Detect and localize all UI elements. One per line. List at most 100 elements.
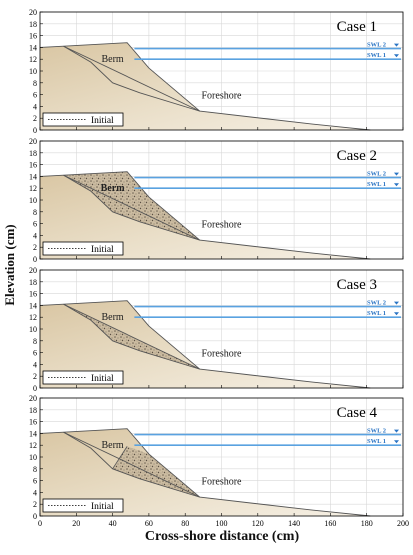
- gravel-zone: [63, 171, 200, 241]
- y-tick-label: 20: [29, 394, 37, 403]
- y-tick-label: 10: [29, 196, 37, 205]
- y-tick-label: 8: [33, 465, 37, 474]
- y-tick-label: 0: [33, 512, 37, 521]
- y-tick-label: 6: [33, 349, 37, 358]
- legend-box: [42, 112, 124, 127]
- case-title: Case 1: [337, 19, 377, 35]
- berm-divider-line: [63, 431, 200, 498]
- water-level-marker: [394, 183, 399, 187]
- water-level-label: SWL 1: [367, 52, 386, 59]
- x-tick-label: 0: [38, 519, 42, 528]
- y-tick-label: 10: [29, 325, 37, 334]
- y-tick-label: 14: [29, 301, 37, 310]
- panel-4: SWL 1 SWL 2 Berm Foreshore Case 4 Initial 0 2 4 6…: [29, 394, 409, 528]
- y-tick-label: 8: [33, 208, 37, 217]
- legend-label: Initial: [91, 116, 114, 126]
- y-tick-label: 12: [29, 184, 37, 193]
- y-tick-label: 4: [33, 360, 37, 369]
- y-tick-label: 4: [33, 102, 37, 111]
- water-level-marker: [394, 54, 399, 58]
- water-level-marker: [394, 429, 399, 433]
- y-tick-label: 18: [29, 20, 37, 29]
- water-level-label: SWL 2: [367, 42, 386, 49]
- legend-label: Initial: [91, 245, 114, 255]
- x-tick-label: 120: [252, 519, 264, 528]
- profile-area: [40, 42, 371, 130]
- case-title: Case 2: [337, 148, 377, 164]
- y-tick-label: 4: [33, 231, 37, 240]
- lower-boundary-line: [63, 45, 200, 112]
- y-tick-label: 14: [29, 43, 37, 52]
- x-axis-label: Cross-shore distance (cm): [145, 529, 300, 544]
- y-tick-label: 8: [33, 337, 37, 346]
- berm-divider-line: [63, 45, 200, 112]
- lower-boundary-line: [63, 303, 200, 370]
- water-level-label: SWL 2: [367, 428, 386, 435]
- x-tick-label: 160: [324, 519, 336, 528]
- water-level-marker: [394, 172, 399, 176]
- panel-1: SWL 1 SWL 2 Berm Foreshore Case 1 Initial 0 2 4 6…: [29, 8, 404, 135]
- water-level-label: SWL 2: [367, 300, 386, 307]
- profile-area: [40, 300, 371, 388]
- foreshore-label: Foreshore: [202, 220, 243, 231]
- x-tick-label: 140: [288, 519, 300, 528]
- y-tick-label: 12: [29, 313, 37, 322]
- water-level-marker: [394, 440, 399, 444]
- y-tick-label: 2: [33, 372, 37, 381]
- y-tick-label: 14: [29, 172, 37, 181]
- water-level-marker: [394, 43, 399, 47]
- y-tick-label: 0: [33, 384, 37, 393]
- y-tick-label: 6: [33, 91, 37, 100]
- water-level-label: SWL 2: [367, 171, 386, 178]
- y-tick-label: 0: [33, 255, 37, 264]
- foreshore-label: Foreshore: [202, 91, 243, 102]
- legend-box: [42, 370, 124, 385]
- y-tick-label: 10: [29, 453, 37, 462]
- case-title: Case 4: [337, 405, 378, 421]
- x-tick-label: 80: [181, 519, 189, 528]
- y-tick-label: 18: [29, 149, 37, 158]
- y-tick-label: 10: [29, 67, 37, 76]
- berm-divider-line: [63, 174, 200, 241]
- x-tick-label: 60: [145, 519, 153, 528]
- gravel-zone: [112, 446, 200, 498]
- gravel-edge-line: [112, 446, 128, 470]
- y-tick-label: 16: [29, 418, 37, 427]
- lower-boundary-line: [63, 174, 200, 241]
- x-tick-label: 100: [216, 519, 228, 528]
- y-tick-label: 16: [29, 290, 37, 299]
- y-tick-label: 4: [33, 488, 37, 497]
- berm-label: Berm: [101, 440, 123, 451]
- berm-label: Berm: [101, 312, 123, 323]
- y-tick-label: 6: [33, 477, 37, 486]
- legend-label: Initial: [91, 374, 114, 384]
- y-tick-label: 12: [29, 441, 37, 450]
- legend-box: [42, 498, 124, 513]
- y-tick-label: 16: [29, 32, 37, 41]
- y-tick-label: 12: [29, 55, 37, 64]
- legend-label: Initial: [91, 502, 114, 512]
- berm-label: Berm: [101, 183, 126, 194]
- panels: SWL 1 SWL 2 Berm Foreshore Case 1 Initial 0 2 4 6…: [29, 8, 409, 528]
- y-tick-label: 16: [29, 161, 37, 170]
- y-tick-label: 20: [29, 266, 37, 275]
- y-tick-label: 8: [33, 79, 37, 88]
- x-tick-label: 180: [361, 519, 373, 528]
- berm-label: Berm: [101, 54, 123, 65]
- y-tick-label: 14: [29, 429, 37, 438]
- water-level-label: SWL 1: [367, 438, 386, 445]
- panel-3: SWL 1 SWL 2 Berm Foreshore Case 3 Initial 0 2 4 6…: [29, 266, 404, 393]
- profile-area: [40, 428, 371, 516]
- water-level-label: SWL 1: [367, 310, 386, 317]
- y-tick-label: 20: [29, 8, 37, 17]
- y-tick-label: 2: [33, 114, 37, 123]
- water-level-marker: [394, 312, 399, 316]
- foreshore-label: Foreshore: [202, 477, 243, 488]
- y-axis-label: Elevation (cm): [2, 224, 17, 305]
- legend-box: [42, 241, 124, 256]
- y-tick-label: 2: [33, 500, 37, 509]
- y-tick-label: 2: [33, 243, 37, 252]
- foreshore-label: Foreshore: [202, 349, 243, 360]
- water-level-marker: [394, 301, 399, 305]
